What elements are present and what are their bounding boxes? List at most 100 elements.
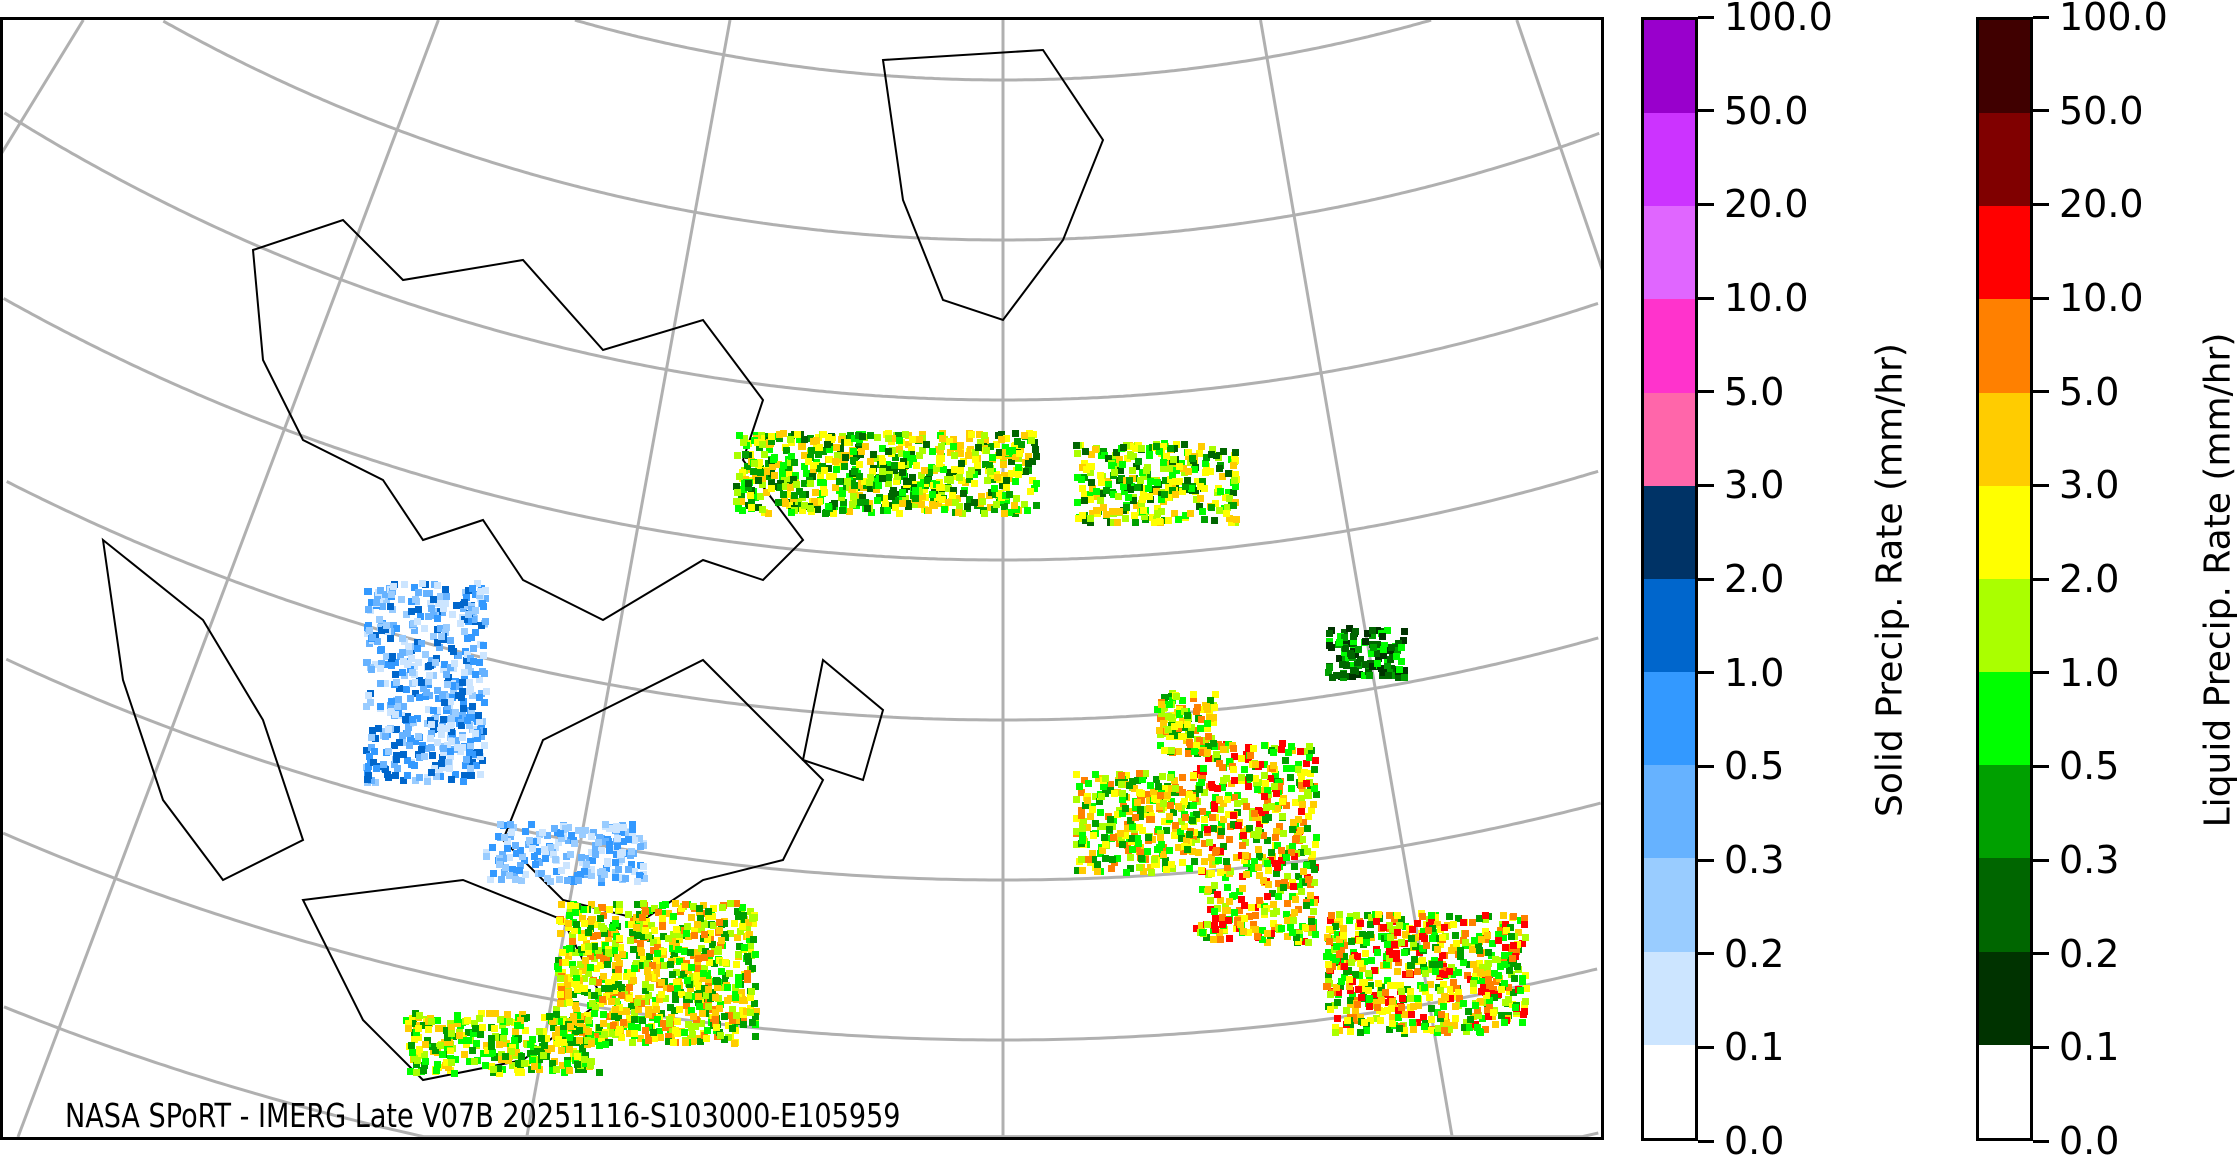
precip-cell [683,1002,690,1009]
precip-cell [1175,516,1182,523]
precip-cell [1501,952,1508,959]
precip-cell [795,498,802,505]
precip-cell [741,944,748,951]
precip-cell [896,446,903,453]
precip-cell [642,981,649,988]
precip-cell [476,592,483,599]
precip-cell [1256,872,1263,879]
precip-cell [544,1047,551,1054]
precip-cell [517,1061,524,1068]
precip-cell [1154,706,1161,713]
precip-cell [680,971,687,978]
precip-cell [1219,783,1226,790]
precip-cell [588,866,595,873]
precip-cell [788,453,795,460]
precip-cell [1307,899,1314,906]
precip-cell [917,482,924,489]
precip-cell [429,1043,436,1050]
precip-cell [1361,672,1368,679]
precip-cell [706,959,713,966]
precip-cell [633,924,640,931]
precip-cell [846,452,853,459]
precip-cell [1401,667,1408,674]
precip-cell [1478,988,1485,995]
precip-cell [1489,940,1496,947]
precip-cell [768,479,775,486]
precip-cell [1428,1016,1435,1023]
precip-cell [434,1017,441,1024]
precip-cell [1213,452,1220,459]
precip-cell [580,906,587,913]
precip-cell [448,738,455,745]
precip-cell [684,977,691,984]
precip-cell [699,1010,706,1017]
precip-cell [568,876,575,883]
tick-mark [1698,390,1714,394]
precip-cell [1190,691,1197,698]
precip-cell [718,968,725,975]
precip-cell [1502,921,1509,928]
precip-cell [1359,931,1366,938]
precip-cell [454,744,461,751]
precip-cell [1356,937,1363,944]
precip-cell [512,876,519,883]
precip-cell [673,979,680,986]
precip-cell [534,848,541,855]
precip-cell [1185,750,1192,757]
precip-cell [1141,513,1148,520]
precip-cell [1344,1017,1351,1024]
precip-cell [387,635,394,642]
precip-cell [1369,663,1376,670]
precip-cell [465,618,472,625]
precip-cell [1347,997,1354,1004]
precip-cell [747,994,754,1001]
precip-cell [704,972,711,979]
precip-cell [749,1019,756,1026]
precip-cell [508,1048,515,1055]
precip-cell [959,510,966,517]
precip-cell [1502,999,1509,1006]
precip-cell [511,1037,518,1044]
precip-cell [1414,995,1421,1002]
precip-cell [1209,887,1216,894]
precip-cell [1181,823,1188,830]
precip-cell [654,1016,661,1023]
precip-cell [1074,499,1081,506]
precip-cell [1333,984,1340,991]
precip-cell [862,482,869,489]
precip-cell [1214,891,1221,898]
precip-cell [839,507,846,514]
precip-cell [1136,864,1143,871]
precip-cell [1479,1015,1486,1022]
precip-cell [808,447,815,454]
precip-cell [1230,821,1237,828]
precip-cell [881,495,888,502]
precip-cell [447,1020,454,1027]
precip-cell [629,826,636,833]
precip-cell [807,505,814,512]
precip-cell [482,618,489,625]
precip-cell [560,1039,567,1046]
precip-cell [474,735,481,742]
precip-cell [712,994,719,1001]
precip-cell [471,1020,478,1027]
precip-cell [1476,960,1483,967]
precip-cell [580,930,587,937]
precip-cell [674,1018,681,1025]
longitude-gridline [3,20,85,154]
precip-cell [1478,936,1485,943]
precip-cell [1391,941,1398,948]
precip-cell [978,493,985,500]
precip-cell [1313,834,1320,841]
precip-cell [752,473,759,480]
precip-cell [1116,456,1123,463]
precip-cell [573,921,580,928]
precip-cell [1168,798,1175,805]
precip-cell [541,1042,548,1049]
precip-cell [1292,799,1299,806]
precip-cell [874,497,881,504]
precip-cell [574,1053,581,1060]
precip-cell [912,487,919,494]
precip-cell [620,1023,627,1030]
precip-cell [1029,458,1036,465]
